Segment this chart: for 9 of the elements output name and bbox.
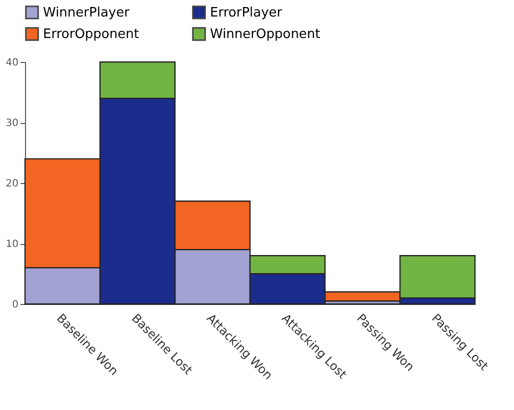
legend-label: WinnerPlayer (43, 5, 130, 20)
y-tick-label: 30 (6, 118, 18, 129)
y-tick-label: 0 (12, 300, 18, 310)
legend-label: ErrorPlayer (210, 5, 283, 20)
y-tick-label: 40 (6, 58, 18, 68)
y-tick-label: 20 (6, 178, 18, 190)
legend-label: WinnerOpponent (210, 27, 320, 42)
legend-label: ErrorOpponent (43, 27, 139, 42)
y-tick-label: 10 (6, 239, 18, 250)
